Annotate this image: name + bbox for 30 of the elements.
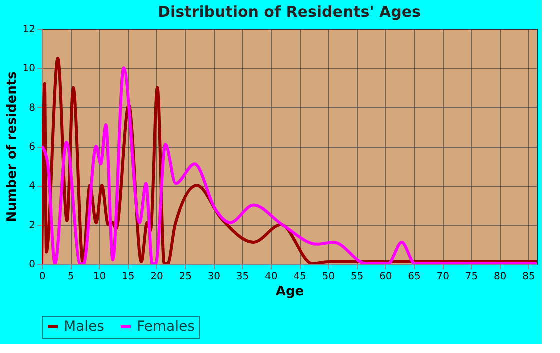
x-tick-label: 45 <box>294 272 306 282</box>
x-tick-label: 0 <box>39 272 46 282</box>
y-axis-title: Number of residents <box>4 71 20 222</box>
y-tick-label: 6 <box>29 142 36 153</box>
x-tick-label: 50 <box>322 272 335 282</box>
legend-label: Males <box>64 319 104 335</box>
x-tick-label: 20 <box>150 272 164 282</box>
y-tick-label: 8 <box>29 102 36 114</box>
x-tick-label: 70 <box>436 272 450 282</box>
x-tick-label: 75 <box>465 272 478 282</box>
x-tick-label: 60 <box>379 272 392 282</box>
y-tick-label: 10 <box>22 64 36 75</box>
y-tick-label: 0 <box>29 260 36 270</box>
x-tick-label: 15 <box>122 272 135 282</box>
x-tick-label: 80 <box>494 272 507 282</box>
y-tick-label: 12 <box>22 24 36 36</box>
x-tick-label: 10 <box>93 272 106 282</box>
x-tick-label: 25 <box>179 272 192 282</box>
x-tick-label: 5 <box>68 272 74 282</box>
legend-label: Females <box>137 319 195 335</box>
x-axis-title: Age <box>276 284 304 300</box>
x-tick-label: 40 <box>265 272 278 282</box>
x-tick-label: 85 <box>522 272 536 282</box>
y-tick-label: 2 <box>29 220 36 232</box>
x-tick-label: 35 <box>236 272 250 282</box>
x-tick-label: 55 <box>350 272 364 282</box>
y-tick-label: 4 <box>29 181 36 192</box>
chart-title: Distribution of Residents' Ages <box>158 3 422 21</box>
x-tick-label: 65 <box>408 272 421 282</box>
x-tick-label: 30 <box>208 272 221 282</box>
